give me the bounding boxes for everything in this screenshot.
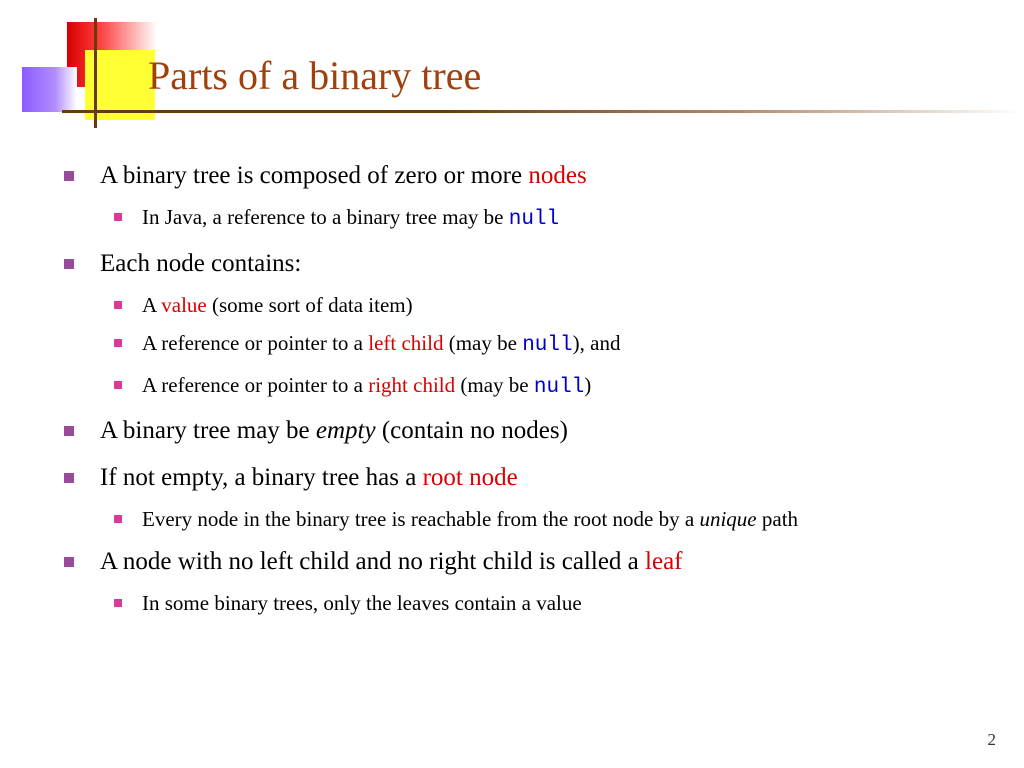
page-number: 2 [988, 730, 997, 750]
text-segment: A [142, 293, 161, 317]
sub-bullet-item: In Java, a reference to a binary tree ma… [100, 202, 984, 235]
text-segment: empty [316, 417, 376, 444]
text-segment: A node with no left child and no right c… [100, 548, 645, 575]
sub-bullet-item: Every node in the binary tree is reachab… [100, 504, 984, 534]
sub-bullet-list: In some binary trees, only the leaves co… [100, 588, 984, 618]
slide-decoration [22, 22, 162, 122]
text-segment: left child [368, 331, 443, 355]
text-segment: A binary tree is composed of zero or mor… [100, 162, 528, 189]
bullet-item: Each node contains: A value (some sort of… [58, 246, 984, 404]
text-segment: unique [699, 507, 756, 531]
text-segment: In some binary trees, only the leaves co… [142, 591, 582, 615]
text-segment: A binary tree may be [100, 417, 316, 444]
text-segment: If not empty, a binary tree has a [100, 464, 423, 491]
text-segment: A reference or pointer to a [142, 331, 368, 355]
slide-title: Parts of a binary tree [148, 52, 481, 99]
bullet-item: A node with no left child and no right c… [58, 544, 984, 619]
text-segment: (may be [455, 373, 534, 397]
text-segment: leaf [645, 548, 682, 575]
deco-hline [62, 110, 1022, 113]
bullet-item: If not empty, a binary tree has a root n… [58, 460, 984, 535]
text-segment: In Java, a reference to a binary tree ma… [142, 205, 509, 229]
text-segment: root node [423, 464, 518, 491]
text-segment: null [534, 376, 584, 399]
sub-bullet-item: In some binary trees, only the leaves co… [100, 588, 984, 618]
text-segment: value [161, 293, 206, 317]
sub-bullet-item: A value (some sort of data item) [100, 290, 984, 320]
text-segment: right child [368, 373, 455, 397]
text-segment: (may be [443, 331, 522, 355]
sub-bullet-item: A reference or pointer to a right child … [100, 370, 984, 403]
bullet-item: A binary tree may be empty (contain no n… [58, 413, 984, 449]
text-segment: path [757, 507, 798, 531]
text-segment: nodes [528, 162, 586, 189]
text-segment: (some sort of data item) [207, 293, 413, 317]
text-segment: A reference or pointer to a [142, 373, 368, 397]
text-segment: (contain no nodes) [376, 417, 568, 444]
sub-bullet-list: In Java, a reference to a binary tree ma… [100, 202, 984, 235]
sub-bullet-item: A reference or pointer to a left child (… [100, 328, 984, 361]
sub-bullet-list: Every node in the binary tree is reachab… [100, 504, 984, 534]
text-segment: null [509, 208, 559, 231]
text-segment: ), and [573, 331, 621, 355]
deco-purple-square [22, 67, 77, 112]
text-segment: null [522, 334, 572, 357]
bullet-list: A binary tree is composed of zero or mor… [58, 158, 984, 619]
text-segment: Every node in the binary tree is reachab… [142, 507, 699, 531]
text-segment: Each node contains: [100, 250, 301, 277]
text-segment: ) [584, 373, 591, 397]
sub-bullet-list: A value (some sort of data item) A refere… [100, 290, 984, 403]
slide-body: A binary tree is composed of zero or mor… [58, 158, 984, 629]
bullet-item: A binary tree is composed of zero or mor… [58, 158, 984, 236]
